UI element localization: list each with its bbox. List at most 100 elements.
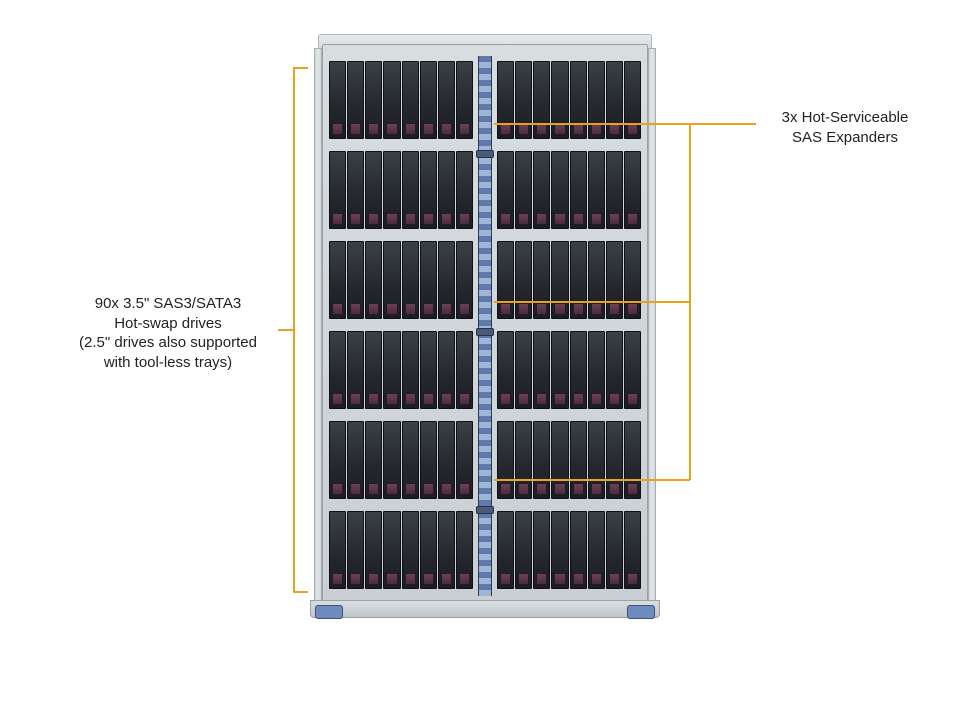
drive-bank xyxy=(326,418,476,502)
drive-slot xyxy=(606,61,623,139)
drive-slot xyxy=(588,421,605,499)
drive-bank xyxy=(494,238,644,322)
drive-bank xyxy=(494,418,644,502)
drive-slot xyxy=(347,421,364,499)
drive-slot xyxy=(588,61,605,139)
drive-rank xyxy=(326,328,644,412)
drive-slot xyxy=(438,241,455,319)
drive-slot xyxy=(365,331,382,409)
drive-slot xyxy=(533,421,550,499)
drive-slot xyxy=(497,151,514,229)
drive-slot xyxy=(420,151,437,229)
drive-slot xyxy=(365,511,382,589)
drive-slot xyxy=(624,511,641,589)
drive-slot xyxy=(347,61,364,139)
drive-slot xyxy=(551,151,568,229)
drive-slot xyxy=(515,151,532,229)
callout-expanders: 3x Hot-Serviceable SAS Expanders xyxy=(760,108,930,147)
drive-rank xyxy=(326,238,644,322)
drive-slot xyxy=(383,151,400,229)
drive-bank xyxy=(326,328,476,412)
drive-slot xyxy=(570,331,587,409)
drive-slot xyxy=(606,241,623,319)
drive-slot xyxy=(347,241,364,319)
drive-slot xyxy=(402,61,419,139)
drive-slot xyxy=(420,511,437,589)
drive-slot xyxy=(624,331,641,409)
drive-slot xyxy=(624,241,641,319)
drive-slot xyxy=(551,241,568,319)
drive-slot xyxy=(551,331,568,409)
drive-slot xyxy=(383,241,400,319)
drive-slot xyxy=(533,511,550,589)
callout-expanders-line: SAS Expanders xyxy=(792,129,898,146)
drive-bank xyxy=(494,148,644,232)
drive-slot xyxy=(570,511,587,589)
drive-slot xyxy=(515,331,532,409)
drive-slot xyxy=(515,61,532,139)
drive-slot xyxy=(402,151,419,229)
callout-drives: 90x 3.5" SAS3/SATA3 Hot-swap drives (2.5… xyxy=(58,294,278,372)
drive-slot xyxy=(570,241,587,319)
drive-slot xyxy=(456,241,473,319)
drive-slot xyxy=(515,421,532,499)
drive-rank xyxy=(326,508,644,592)
drive-slot xyxy=(624,61,641,139)
drive-slot xyxy=(456,421,473,499)
drive-slot xyxy=(606,421,623,499)
drive-slot xyxy=(456,511,473,589)
callout-drives-line: with tool-less trays) xyxy=(104,354,232,371)
drive-slot xyxy=(329,331,346,409)
callout-drives-line: Hot-swap drives xyxy=(114,315,222,332)
drive-slot xyxy=(438,331,455,409)
drive-slot xyxy=(329,421,346,499)
drive-slot xyxy=(497,421,514,499)
foot-tab-left xyxy=(315,605,343,619)
drive-slot xyxy=(456,151,473,229)
drive-slot xyxy=(515,511,532,589)
drive-slot xyxy=(570,151,587,229)
callout-drives-line: 90x 3.5" SAS3/SATA3 xyxy=(95,295,242,312)
drive-slot xyxy=(497,331,514,409)
drive-slot xyxy=(438,421,455,499)
drive-slot xyxy=(365,61,382,139)
drive-bank xyxy=(326,508,476,592)
drive-slot xyxy=(402,511,419,589)
drive-slot xyxy=(329,241,346,319)
drive-slot xyxy=(347,511,364,589)
drive-slot xyxy=(402,331,419,409)
drive-slot xyxy=(588,511,605,589)
drive-slot xyxy=(402,421,419,499)
drive-bank xyxy=(494,508,644,592)
drive-slot xyxy=(420,241,437,319)
drive-slot xyxy=(588,241,605,319)
drive-bank xyxy=(326,148,476,232)
drive-rank xyxy=(326,58,644,142)
drive-slot xyxy=(383,511,400,589)
drive-slot xyxy=(383,421,400,499)
drive-slot xyxy=(533,151,550,229)
drive-slot xyxy=(533,61,550,139)
drive-slot xyxy=(606,511,623,589)
drive-slot xyxy=(551,61,568,139)
drive-slot xyxy=(551,511,568,589)
drive-slot xyxy=(365,241,382,319)
drive-slot xyxy=(329,511,346,589)
callout-drives-line: (2.5" drives also supported xyxy=(79,334,257,351)
sas-expander-handle xyxy=(476,506,494,514)
drive-slot xyxy=(402,241,419,319)
drive-slot xyxy=(438,511,455,589)
drive-bank xyxy=(326,58,476,142)
drive-slot xyxy=(533,331,550,409)
drive-slot xyxy=(515,241,532,319)
drive-bank xyxy=(494,58,644,142)
drive-slot xyxy=(438,61,455,139)
drive-slot xyxy=(624,151,641,229)
drive-rank xyxy=(326,418,644,502)
drive-slot xyxy=(606,331,623,409)
drive-slot xyxy=(588,151,605,229)
drive-slot xyxy=(570,421,587,499)
drive-slot xyxy=(383,61,400,139)
drive-slot xyxy=(570,61,587,139)
sas-expander-handle xyxy=(476,150,494,158)
